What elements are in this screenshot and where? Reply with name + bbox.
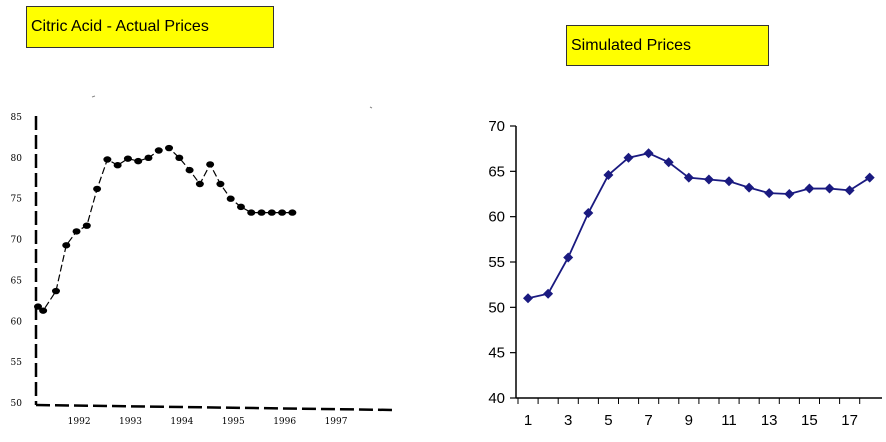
right-y-tick-label: 60 — [488, 209, 505, 226]
right-data-point — [744, 182, 755, 193]
right-x-tick-label: 5 — [604, 412, 612, 429]
right-x-tick-label: 17 — [841, 412, 858, 429]
left-chart: 85 80 75 70 65 60 55 50 1992 1993 1994 1995 1996 1997 — [11, 95, 396, 427]
right-data-point — [703, 174, 714, 185]
right-data-point — [603, 169, 614, 180]
right-y-tick-label: 45 — [488, 345, 505, 362]
left-x-tick-label: 1994 — [170, 417, 193, 427]
left-y-tick-label: 65 — [11, 276, 23, 286]
left-data-point — [175, 154, 184, 162]
right-x-tick-label: 1 — [524, 412, 532, 429]
right-x-tick-label: 7 — [644, 412, 652, 429]
right-data-point — [784, 189, 795, 199]
left-data-point — [34, 303, 42, 310]
left-speck — [91, 95, 96, 98]
left-data-point — [267, 209, 276, 216]
right-chart-title-text: Simulated Prices — [571, 36, 692, 54]
left-data-point — [195, 180, 204, 188]
right-data-point — [683, 172, 694, 183]
left-chart-title: Citric Acid - Actual Prices — [26, 6, 274, 48]
right-data-point — [583, 208, 594, 219]
left-data-point — [51, 287, 60, 295]
right-y-tick-label: 50 — [488, 299, 505, 316]
right-x-tick-label: 9 — [685, 412, 693, 429]
left-data-point — [113, 162, 122, 169]
left-data-point — [62, 242, 71, 249]
right-data-point — [623, 152, 634, 163]
right-data-point — [864, 172, 875, 183]
left-data-point — [165, 144, 174, 152]
left-y-tick-label: 80 — [11, 154, 23, 164]
left-data-point — [103, 156, 112, 163]
left-y-tick-label: 85 — [11, 113, 23, 123]
left-x-tick-label: 1993 — [119, 417, 142, 427]
left-data-point — [144, 154, 153, 162]
left-y-tick-label: 75 — [11, 195, 23, 205]
right-data-point — [643, 148, 654, 159]
right-x-tick-label: 15 — [801, 412, 818, 429]
left-data-point — [257, 209, 266, 216]
right-x-tick-label: 3 — [564, 412, 572, 429]
left-data-point — [247, 209, 256, 216]
left-data-point — [226, 195, 235, 202]
right-series-line — [527, 152, 871, 300]
right-y-tick-label: 55 — [488, 254, 505, 271]
right-data-point — [724, 176, 734, 187]
right-data-point — [543, 288, 554, 299]
left-data-point — [185, 166, 194, 174]
left-x-tick-label: 1997 — [325, 417, 348, 427]
left-x-axis — [35, 403, 396, 412]
left-y-tick-label: 70 — [11, 236, 23, 246]
left-x-tick-label: 1995 — [222, 417, 245, 427]
left-data-point — [154, 147, 163, 154]
left-data-point — [134, 157, 143, 165]
left-x-tick-label: 1996 — [273, 417, 296, 427]
right-x-tick-label: 13 — [761, 412, 778, 429]
right-data-point — [804, 183, 815, 194]
left-data-point — [236, 203, 245, 211]
right-data-point — [663, 157, 674, 168]
right-y-tick-label: 70 — [488, 118, 505, 135]
left-data-point — [93, 185, 102, 193]
left-chart-title-text: Citric Acid - Actual Prices — [31, 18, 209, 35]
left-data-point — [72, 228, 81, 235]
left-data-point — [206, 161, 215, 168]
left-y-tick-label: 60 — [11, 317, 23, 327]
left-data-point — [82, 222, 91, 229]
right-chart-title: Simulated Prices — [566, 25, 769, 66]
left-data-point — [123, 155, 132, 162]
right-y-tick-label: 65 — [488, 163, 505, 180]
right-data-point — [764, 188, 775, 199]
right-data-point — [824, 183, 835, 194]
left-x-tick-label: 1992 — [68, 417, 91, 427]
right-data-point — [523, 293, 533, 304]
left-y-tick-label: 55 — [11, 358, 23, 368]
right-data-point — [844, 185, 855, 196]
left-data-point — [39, 307, 48, 314]
left-data-point — [216, 180, 225, 188]
left-y-tick-label: 50 — [11, 399, 23, 409]
left-speck — [369, 106, 373, 109]
left-data-point — [288, 209, 297, 216]
right-x-tick-label: 11 — [721, 412, 737, 429]
right-y-tick-label: 40 — [488, 390, 505, 407]
left-data-point — [278, 209, 287, 216]
right-data-point — [563, 252, 574, 263]
